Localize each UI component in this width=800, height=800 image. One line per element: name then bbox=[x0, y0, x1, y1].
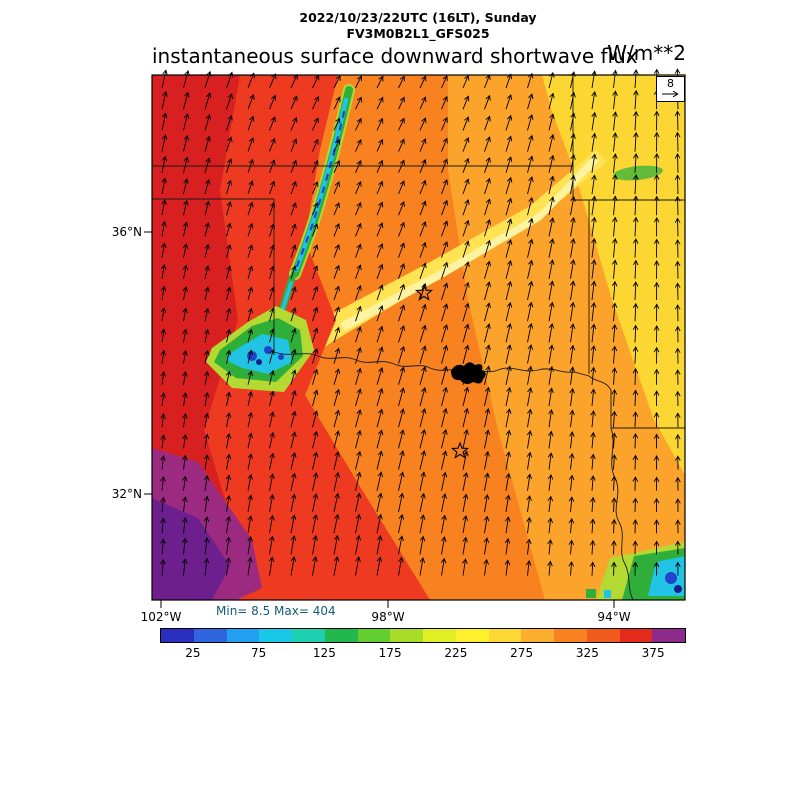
plot-units: W/m**2 bbox=[607, 41, 686, 65]
lon-label-98w: 98°W bbox=[371, 610, 405, 624]
colorbar-segment bbox=[455, 629, 489, 642]
header-datetime: 2022/10/23/22UTC (16LT), Sunday bbox=[299, 10, 537, 25]
colorbar-segment bbox=[390, 629, 423, 642]
wind-reference-arrow-icon bbox=[661, 90, 678, 98]
lon-label-94w: 94°W bbox=[597, 610, 631, 624]
colorbar-tick: 125 bbox=[312, 646, 336, 660]
colorbar-segment bbox=[652, 629, 685, 642]
colorbar-tick: 175 bbox=[378, 646, 402, 660]
state-boundaries-layer bbox=[152, 75, 685, 601]
colorbar-segment bbox=[619, 629, 653, 642]
colorbar-segment bbox=[423, 629, 456, 642]
flux-field-layer bbox=[152, 75, 685, 600]
colorbar-segment bbox=[259, 629, 292, 642]
colorbar-segment bbox=[586, 629, 620, 642]
colorbar-tick: 225 bbox=[444, 646, 468, 660]
colorbar-segment bbox=[161, 629, 194, 642]
colorbar-segment bbox=[488, 629, 522, 642]
colorbar-tick: 25 bbox=[185, 646, 201, 660]
axis-ticks bbox=[144, 231, 615, 608]
colorbar-segment bbox=[357, 629, 391, 642]
map-frame bbox=[151, 74, 686, 601]
colorbar bbox=[160, 628, 686, 643]
colorbar-segment bbox=[324, 629, 358, 642]
lat-label-32n: 32°N bbox=[111, 487, 142, 501]
colorbar-segment bbox=[226, 629, 260, 642]
lon-label-102w: 102°W bbox=[140, 610, 182, 624]
plot-title: instantaneous surface downward shortwave… bbox=[152, 44, 638, 68]
colorbar-tick-labels: 25 75 125 175 225 275 325 375 bbox=[160, 646, 686, 662]
colorbar-tick: 375 bbox=[641, 646, 665, 660]
colorbar-segment bbox=[521, 629, 554, 642]
colorbar-tick: 75 bbox=[250, 646, 267, 660]
colorbar-segment bbox=[292, 629, 325, 642]
wind-reference-box: 8 bbox=[656, 76, 685, 102]
colorbar-segment bbox=[193, 629, 227, 642]
wind-arrows-layer bbox=[160, 68, 681, 576]
lat-label-36n: 36°N bbox=[111, 225, 142, 239]
colorbar-tick: 325 bbox=[575, 646, 599, 660]
wind-reference-value: 8 bbox=[667, 77, 674, 90]
colorbar-segment bbox=[554, 629, 587, 642]
minmax-label: Min= 8.5 Max= 404 bbox=[216, 604, 336, 618]
header-model: FV3M0B2L1_GFS025 bbox=[346, 26, 490, 41]
star-markers-layer bbox=[414, 283, 470, 459]
colorbar-tick: 275 bbox=[510, 646, 534, 660]
